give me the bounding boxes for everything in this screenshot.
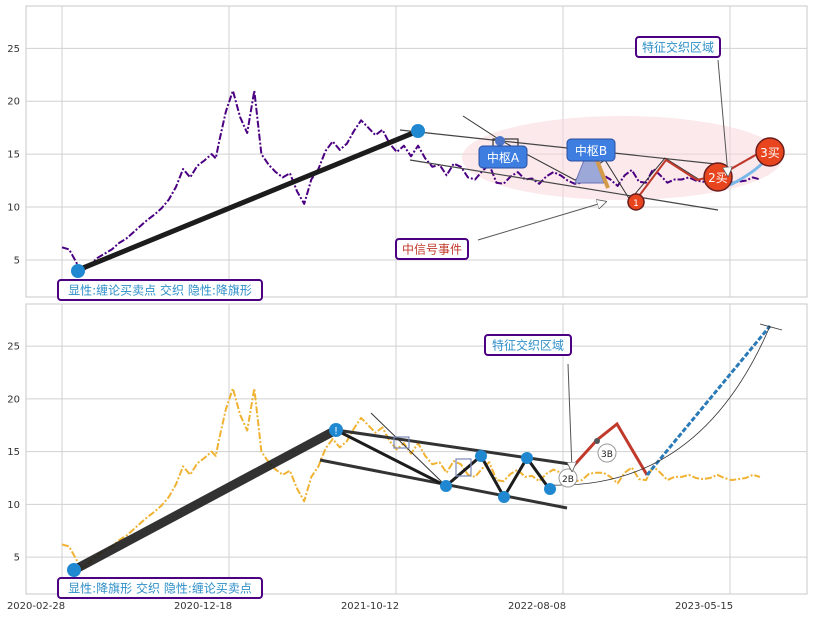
feature-region-label: 特征交织区域	[492, 338, 564, 353]
mini-zs-box	[455, 458, 472, 477]
buy-path-red	[635, 147, 769, 201]
style-legend-box	[57, 279, 263, 301]
signal-event-label: 中信号事件	[402, 242, 462, 257]
swing-low-dot	[440, 480, 452, 492]
buy2-label: 2买	[708, 171, 728, 185]
pivot-dot	[495, 136, 505, 146]
start-point-dot	[71, 264, 85, 278]
style-legend-box	[57, 577, 263, 599]
red-trajectory	[566, 421, 649, 476]
feature-arrow	[568, 363, 572, 470]
y-tick-label: 15	[7, 150, 20, 161]
zigzag-path	[335, 428, 552, 501]
y-tick-label: 25	[7, 342, 20, 353]
x-tick-label: 2022-08-08	[508, 601, 566, 612]
peak-point-dot	[329, 423, 343, 437]
projection-curve	[549, 325, 771, 486]
x-tick-label: 2020-12-18	[174, 601, 232, 612]
y-tick-label: 20	[7, 97, 20, 108]
y-tick-label: 5	[14, 255, 20, 266]
small-pivot-dot	[594, 438, 600, 444]
trend-segment-line	[75, 128, 421, 273]
target-tick	[759, 323, 783, 331]
zhongshu-a-label: 中枢A	[487, 150, 520, 165]
zhongshu-b-label: 中枢B	[575, 143, 607, 158]
zhongshu-b-badge	[566, 138, 616, 162]
feature-region-box	[484, 334, 572, 356]
b2-label: 2B	[562, 475, 574, 485]
buy1-label: 1	[633, 199, 639, 209]
y-tick-label: 5	[14, 553, 20, 564]
y-tick-label: 20	[7, 394, 20, 405]
blue-projection	[645, 325, 772, 476]
style-legend-label: 显性:降旗形 交织 隐性:缠论买卖点	[68, 581, 252, 596]
y-tick-label: 10	[7, 203, 20, 214]
channel-upper-line	[399, 129, 726, 166]
thin-path	[370, 412, 447, 487]
y-tick-label: 10	[7, 500, 20, 511]
style-legend-label: 显性:缠论买卖点 交织 隐性:降旗形	[68, 283, 252, 298]
feature-arrow	[717, 59, 728, 175]
x-tick-label: 2020-02-28	[7, 601, 65, 612]
x-tick-label: 2021-10-12	[341, 601, 399, 612]
feature-region-box	[635, 36, 721, 58]
price-series-line-1	[61, 89, 761, 272]
buy1-marker	[627, 193, 645, 211]
mini-zs-box	[393, 436, 410, 449]
swing-high-dot	[475, 450, 487, 462]
b3-label: 3B	[601, 450, 613, 460]
buy3-marker	[755, 137, 785, 167]
b3-marker	[597, 443, 617, 463]
buy3-label: 3买	[760, 146, 780, 160]
y-tick-label: 25	[7, 44, 20, 55]
y-tick-label: 15	[7, 447, 20, 458]
swing-low-dot	[498, 491, 510, 503]
feature-region-label: 特征交织区域	[642, 40, 714, 55]
signal-arrow	[477, 202, 605, 241]
plot-area-2	[25, 303, 808, 595]
signal-mark: !	[334, 426, 338, 437]
x-tick-label: 2023-05-15	[675, 601, 733, 612]
price-series-line-2	[61, 387, 761, 569]
channel-lower-line	[409, 159, 719, 211]
trend-segment-line	[69, 425, 341, 575]
start-point-dot	[67, 563, 81, 577]
swing-high-dot	[521, 452, 533, 464]
peak-point-dot	[411, 124, 425, 138]
swing-low-dot	[544, 483, 556, 495]
signal-event-box	[395, 238, 469, 260]
zhongshu-a-badge	[478, 145, 528, 169]
